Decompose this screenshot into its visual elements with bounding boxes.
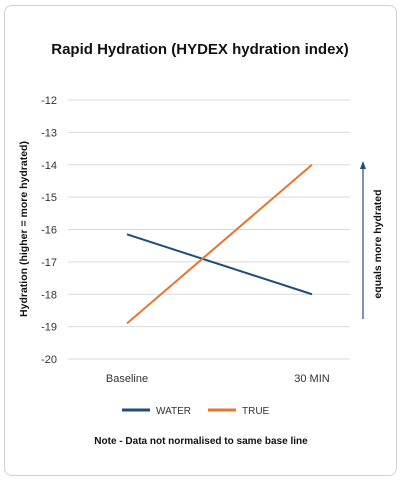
y-tick-label: -19 <box>41 322 57 334</box>
series-lines <box>126 163 313 325</box>
x-tick-label: 30 MIN <box>294 373 330 385</box>
y-tick-label: -18 <box>41 289 57 301</box>
legend-label: WATER <box>156 406 191 417</box>
legend: WATER TRUE <box>122 406 270 417</box>
y-tick-labels: -12 -13 -14 -15 -16 -17 -18 -19 -20 <box>41 95 57 366</box>
grid-lines <box>68 99 350 360</box>
y-axis-title: Hydration (higher = more hydrated) <box>18 141 30 317</box>
y-tick-label: -20 <box>41 354 57 366</box>
y-tick-label: -12 <box>41 95 57 107</box>
chart-frame <box>4 5 397 476</box>
annotation-text: equals more hydrated <box>372 189 384 298</box>
y-tick-label: -15 <box>41 192 57 204</box>
series-line-water <box>126 233 313 296</box>
y-tick-label: -13 <box>41 127 57 139</box>
legend-label: TRUE <box>242 406 270 417</box>
x-tick-labels: Baseline 30 MIN <box>106 373 330 385</box>
y-tick-label: -16 <box>41 225 57 237</box>
y-tick-label: -14 <box>41 160 57 172</box>
chart-note: Note - Data not normalised to same base … <box>94 436 308 447</box>
x-tick-label: Baseline <box>106 373 148 385</box>
series-line-true <box>126 163 313 325</box>
annotation-arrow <box>360 161 366 319</box>
chart-title: Rapid Hydration (HYDEX hydration index) <box>51 41 349 58</box>
y-tick-label: -17 <box>41 257 57 269</box>
